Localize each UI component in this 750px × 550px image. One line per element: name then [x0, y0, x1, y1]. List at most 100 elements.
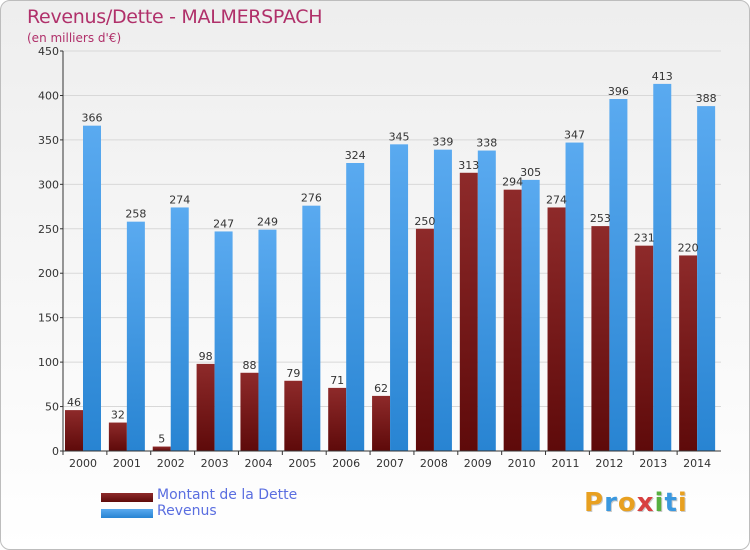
x-tick-label: 2007 [376, 457, 404, 470]
bar-debt [459, 172, 478, 451]
x-tick-label: 2009 [464, 457, 492, 470]
bar-revenue [390, 144, 409, 452]
bar-debt [591, 226, 610, 451]
x-tick-label: 2004 [244, 457, 272, 470]
y-tick-label: 200 [38, 267, 59, 280]
data-label-debt: 313 [458, 159, 479, 172]
data-label-revenue: 366 [82, 112, 103, 125]
data-label-revenue: 247 [213, 217, 234, 230]
bar-revenue [653, 83, 672, 451]
y-tick-label: 350 [38, 134, 59, 147]
data-label-debt: 231 [634, 232, 655, 245]
data-label-revenue: 345 [389, 130, 410, 143]
x-tick-label: 2005 [288, 457, 316, 470]
x-tick-label: 2000 [69, 457, 97, 470]
y-tick-label: 300 [38, 178, 59, 191]
x-tick-label: 2014 [683, 457, 711, 470]
bar-revenue [170, 207, 189, 451]
x-tick-label: 2002 [157, 457, 185, 470]
chart-subtitle: (en milliers d'€) [27, 31, 122, 45]
data-label-debt: 79 [286, 367, 300, 380]
bar-debt [635, 245, 654, 451]
y-tick-label: 400 [38, 89, 59, 102]
bar-revenue [214, 231, 233, 451]
logo-letter: P [584, 488, 605, 518]
data-label-revenue: 338 [476, 137, 497, 150]
logo-letter: x [636, 488, 655, 518]
proxiti-logo: Proxiti [584, 488, 688, 518]
data-label-revenue: 258 [125, 208, 146, 221]
bar-revenue [126, 221, 145, 451]
data-label-revenue: 347 [564, 129, 585, 142]
y-tick-label: 50 [45, 401, 59, 414]
data-label-debt: 98 [199, 350, 213, 363]
data-label-revenue: 249 [257, 216, 278, 229]
x-tick-label: 2010 [508, 457, 536, 470]
data-label-revenue: 276 [301, 192, 322, 205]
bar-debt [240, 372, 259, 451]
bar-debt [547, 207, 566, 451]
logo-letter: o [617, 488, 637, 518]
data-label-revenue: 274 [169, 193, 190, 206]
bar-revenue [258, 229, 277, 451]
data-label-debt: 62 [374, 382, 388, 395]
bar-debt [415, 228, 434, 451]
bar-revenue [521, 179, 540, 451]
x-tick-label: 2012 [595, 457, 623, 470]
data-labels: 46 366 32 258 5 274 98 247 88 249 79 276 71 324 62 345 2… [67, 70, 717, 446]
logo-letter: i [654, 488, 665, 518]
x-tick-label: 2008 [420, 457, 448, 470]
bar-revenue [83, 125, 101, 452]
x-tick-label: 2006 [332, 457, 360, 470]
x-tick-label: 2013 [639, 457, 667, 470]
bar-revenue [302, 205, 321, 451]
logo-letter: t [664, 488, 678, 518]
chart-title: Revenus/Dette - MALMERSPACH [27, 6, 323, 28]
y-tick-label: 100 [38, 356, 59, 369]
data-label-debt: 32 [111, 409, 125, 422]
y-tick-label: 450 [38, 45, 59, 58]
data-label-debt: 88 [242, 359, 256, 372]
data-label-debt: 5 [158, 433, 165, 446]
bar-revenue [609, 99, 628, 451]
data-label-debt: 294 [502, 176, 523, 189]
legend-swatch-revenue [101, 509, 153, 518]
data-label-debt: 46 [67, 396, 81, 409]
legend-label-debt: Montant de la Dette [157, 487, 298, 503]
x-tick-label: 2001 [113, 457, 141, 470]
logo-letter: r [604, 488, 618, 518]
data-label-debt: 220 [678, 241, 699, 254]
bar-debt [108, 422, 127, 451]
data-label-revenue: 305 [520, 166, 541, 179]
data-label-debt: 71 [330, 374, 344, 387]
axes: 0 50 100 150 200 250 300 350 400 450 2000 2001 2002 2… [38, 45, 721, 470]
y-tick-label: 250 [38, 223, 59, 236]
data-label-revenue: 339 [432, 136, 453, 149]
bar-revenue [477, 150, 496, 452]
data-label-revenue: 388 [696, 92, 717, 105]
data-label-revenue: 413 [652, 70, 673, 83]
data-label-debt: 250 [414, 215, 435, 228]
bar-debt [65, 410, 83, 451]
x-tick-label: 2003 [201, 457, 229, 470]
y-tick-label: 150 [38, 312, 59, 325]
data-label-debt: 274 [546, 193, 567, 206]
x-tick-label: 2011 [552, 457, 580, 470]
bars [65, 83, 716, 452]
logo-letter: i [677, 488, 688, 518]
y-tick-label: 0 [52, 445, 59, 458]
bar-debt [372, 395, 391, 451]
bar-revenue [565, 142, 584, 452]
data-label-revenue: 324 [345, 149, 366, 162]
bar-debt [679, 255, 698, 451]
legend-label-revenue: Revenus [157, 503, 217, 519]
bar-debt [328, 387, 347, 451]
data-label-debt: 253 [590, 212, 611, 225]
data-label-revenue: 396 [608, 85, 629, 98]
legend-swatch-debt [101, 493, 153, 502]
bar-debt [152, 446, 171, 451]
bar-debt [196, 363, 215, 451]
bar-debt [284, 380, 303, 451]
